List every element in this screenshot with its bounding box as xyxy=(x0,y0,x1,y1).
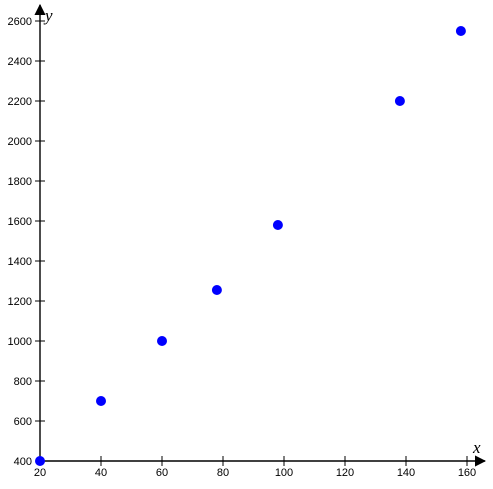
y-tick-label: 400 xyxy=(14,456,32,468)
data-point xyxy=(211,285,222,295)
y-tick-label: 1800 xyxy=(8,176,32,188)
data-point xyxy=(96,396,106,406)
data-points xyxy=(35,26,466,466)
x-tick-label: 120 xyxy=(336,467,354,479)
x-tick-label: 160 xyxy=(458,467,476,479)
y-tick-label: 800 xyxy=(14,376,32,388)
data-point xyxy=(455,26,466,36)
x-ticks: 20 40 60 80 100 120 140 160 xyxy=(34,456,476,479)
x-tick-label: 140 xyxy=(397,467,415,479)
y-tick-label: 2400 xyxy=(8,56,32,68)
x-tick-label: 40 xyxy=(95,467,107,479)
data-point xyxy=(394,96,405,106)
x-tick-label: 60 xyxy=(156,467,168,479)
y-tick-label: 2000 xyxy=(8,136,32,148)
y-axis-title: y xyxy=(43,6,53,25)
y-tick-label: 1200 xyxy=(8,296,32,308)
y-tick-label: 1400 xyxy=(8,256,32,268)
data-point xyxy=(157,336,167,346)
data-point xyxy=(272,220,283,230)
y-tick-label: 1600 xyxy=(8,216,32,228)
y-ticks: 400 600 800 1000 1200 1400 1600 1800 2000 2200 240… xyxy=(8,16,45,468)
y-tick-label: 2600 xyxy=(8,16,32,28)
x-axis-title: x xyxy=(472,438,481,457)
y-tick-label: 2200 xyxy=(8,96,32,108)
x-tick-label: 80 xyxy=(217,467,229,479)
x-tick-label: 100 xyxy=(275,467,293,479)
y-tick-label: 600 xyxy=(14,416,32,428)
x-tick-label: 20 xyxy=(34,467,46,479)
data-point xyxy=(35,456,45,466)
y-tick-label: 1000 xyxy=(8,336,32,348)
